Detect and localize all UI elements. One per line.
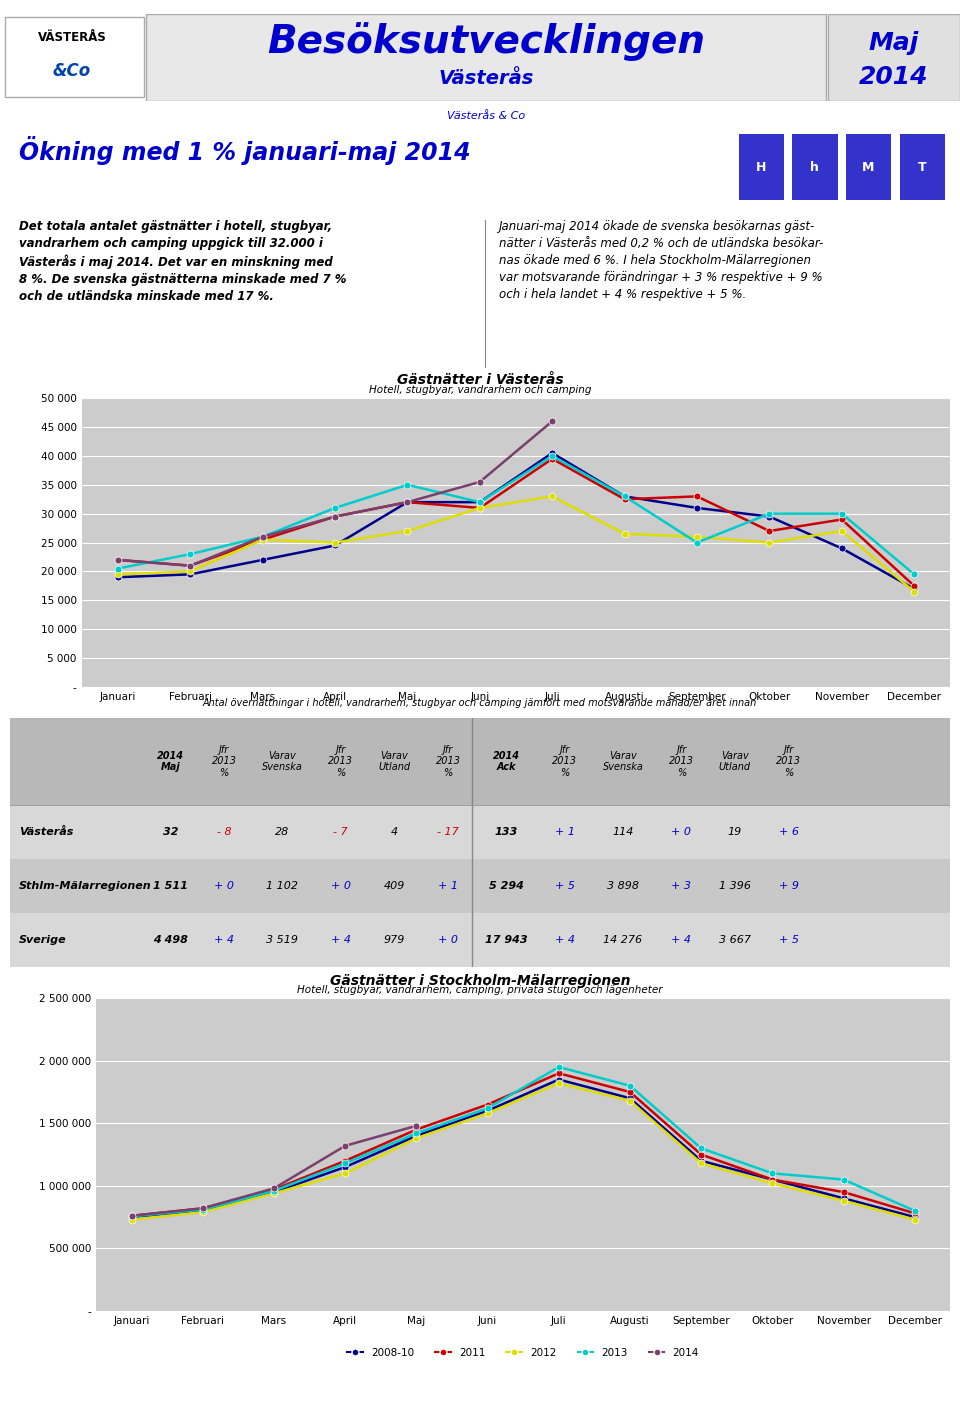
Text: - 17: - 17 — [437, 827, 459, 837]
Text: 5 294: 5 294 — [489, 882, 524, 892]
Text: + 4: + 4 — [214, 935, 234, 945]
Text: 2014
Maj: 2014 Maj — [157, 750, 184, 773]
Text: Jfr
2013
%: Jfr 2013 % — [552, 744, 577, 778]
Bar — [10, 913, 950, 967]
Text: 409: 409 — [384, 882, 405, 892]
Legend: 2008-10, 2011, 2012, 2013, 2014: 2008-10, 2011, 2012, 2013, 2014 — [343, 1343, 704, 1361]
Bar — [846, 133, 891, 200]
Text: H: H — [756, 161, 766, 174]
Text: 1 102: 1 102 — [267, 882, 299, 892]
Text: 3 898: 3 898 — [607, 882, 639, 892]
Text: Besöksutvecklingen: Besöksutvecklingen — [267, 22, 705, 62]
Text: h: h — [810, 161, 820, 174]
Text: + 0: + 0 — [214, 882, 234, 892]
Legend: 2008-10, 2011, 2012, 2013, 2014: 2008-10, 2011, 2012, 2013, 2014 — [336, 733, 696, 751]
Text: + 6: + 6 — [779, 827, 799, 837]
Text: 2014
Ack: 2014 Ack — [492, 750, 520, 773]
Text: 133: 133 — [494, 827, 518, 837]
Bar — [900, 133, 945, 200]
Text: + 5: + 5 — [555, 882, 575, 892]
Text: 2014: 2014 — [859, 66, 928, 90]
Text: 28: 28 — [276, 827, 290, 837]
Text: Ökning med 1 % januari-maj 2014: Ökning med 1 % januari-maj 2014 — [19, 136, 470, 165]
Text: Gästnätter i Stockholm-Mälarregionen: Gästnätter i Stockholm-Mälarregionen — [329, 973, 631, 987]
Text: 114: 114 — [612, 827, 634, 837]
Bar — [828, 14, 960, 101]
Text: Varav
Utland: Varav Utland — [378, 750, 411, 773]
Text: Västerås: Västerås — [19, 827, 73, 837]
Text: M: M — [862, 161, 875, 174]
Text: + 1: + 1 — [555, 827, 575, 837]
Text: + 1: + 1 — [438, 882, 458, 892]
Text: Hotell, stugbyar, vandrarhem, camping, privata stugor och lägenheter: Hotell, stugbyar, vandrarhem, camping, p… — [298, 986, 662, 995]
Text: + 4: + 4 — [555, 935, 575, 945]
Text: &Co: &Co — [53, 62, 91, 80]
Text: + 3: + 3 — [671, 882, 691, 892]
Text: 3 519: 3 519 — [267, 935, 299, 945]
Text: Varav
Utland: Varav Utland — [719, 750, 751, 773]
Text: - 8: - 8 — [217, 827, 231, 837]
Text: 14 276: 14 276 — [604, 935, 642, 945]
Text: Jfr
2013
%: Jfr 2013 % — [776, 744, 801, 778]
Text: Västerås & Co: Västerås & Co — [446, 111, 525, 122]
Text: Varav
Svenska: Varav Svenska — [262, 750, 302, 773]
Text: Januari-maj 2014 ökade de svenska besökarnas gäst-
nätter i Västerås med 0,2 % o: Januari-maj 2014 ökade de svenska besöka… — [499, 220, 823, 300]
Text: + 4: + 4 — [331, 935, 350, 945]
Text: + 5: + 5 — [779, 935, 799, 945]
Text: VÄSTERÅS: VÄSTERÅS — [37, 31, 107, 43]
Text: + 0: + 0 — [438, 935, 458, 945]
Text: 1 396: 1 396 — [719, 882, 751, 892]
Bar — [792, 133, 837, 200]
Text: Sthlm-Mälarregionen: Sthlm-Mälarregionen — [19, 882, 152, 892]
Text: Jfr
2013
%: Jfr 2013 % — [211, 744, 236, 778]
Text: 3 667: 3 667 — [719, 935, 751, 945]
Text: 4 498: 4 498 — [153, 935, 188, 945]
Text: + 4: + 4 — [671, 935, 691, 945]
Bar — [10, 805, 950, 859]
Text: + 0: + 0 — [671, 827, 691, 837]
Text: - 7: - 7 — [333, 827, 348, 837]
Text: Det totala antalet gästnätter i hotell, stugbyar,
vandrarhem och camping uppgick: Det totala antalet gästnätter i hotell, … — [19, 220, 347, 303]
Text: Sverige: Sverige — [19, 935, 66, 945]
Text: T: T — [918, 161, 926, 174]
Text: 4: 4 — [391, 827, 398, 837]
Bar — [739, 133, 784, 200]
Text: 19: 19 — [728, 827, 742, 837]
Text: 979: 979 — [384, 935, 405, 945]
Bar — [10, 859, 950, 913]
Text: Hotell, stugbyar, vandrarhem och camping: Hotell, stugbyar, vandrarhem och camping — [369, 386, 591, 395]
Text: Gästnätter i Västerås: Gästnätter i Västerås — [396, 373, 564, 387]
Text: Jfr
2013
%: Jfr 2013 % — [436, 744, 461, 778]
Text: Antal övernattningar i hotell, vandrarhem, stugbyar och camping jämfört med mots: Antal övernattningar i hotell, vandrarhe… — [203, 697, 757, 708]
Text: Jfr
2013
%: Jfr 2013 % — [328, 744, 353, 778]
Bar — [10, 718, 950, 805]
Text: Jfr
2013
%: Jfr 2013 % — [669, 744, 694, 778]
Text: Västerås: Västerås — [438, 69, 534, 88]
Text: 17 943: 17 943 — [485, 935, 528, 945]
Text: + 0: + 0 — [331, 882, 350, 892]
Text: 1 511: 1 511 — [153, 882, 188, 892]
Text: 32: 32 — [163, 827, 179, 837]
Text: Varav
Svenska: Varav Svenska — [603, 750, 643, 773]
Bar — [5, 17, 144, 98]
Bar — [146, 14, 826, 101]
Text: Maj: Maj — [869, 31, 919, 55]
Text: + 9: + 9 — [779, 882, 799, 892]
